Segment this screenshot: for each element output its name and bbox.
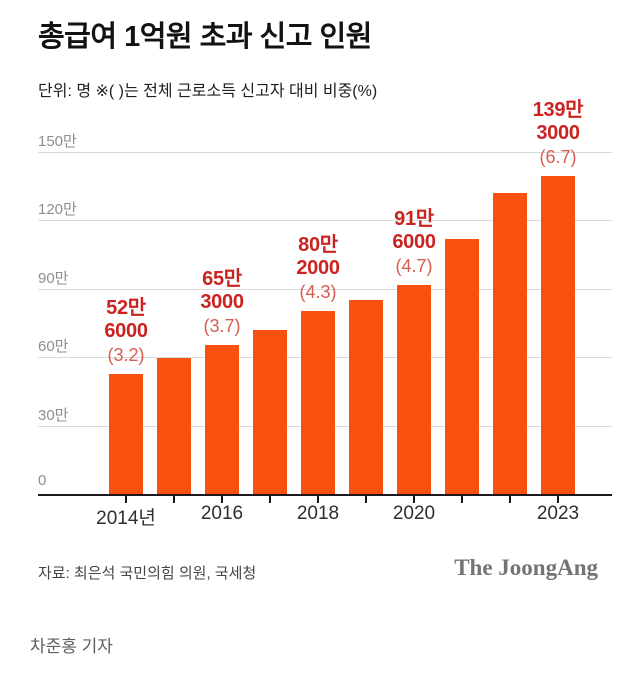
bar-2019: [349, 300, 383, 494]
value-label-2014: 52만 6000 (3.2): [104, 297, 148, 366]
bar-2015: [157, 358, 191, 494]
bar-2022: [493, 193, 527, 494]
joongang-logo: The JoongAng: [454, 555, 598, 580]
value-label-2016: 65만 3000 (3.7): [200, 268, 244, 337]
chart-title: 총급여 1억원 초과 신고 인원: [38, 21, 372, 53]
bar-2021: [445, 238, 479, 494]
x-axis-tick: [269, 496, 271, 503]
y-axis-label: 30만: [38, 406, 69, 424]
x-axis-label: 2020: [392, 503, 436, 524]
x-axis-tick: [173, 496, 175, 503]
y-gridline: [38, 288, 612, 290]
y-axis-label: 0: [38, 472, 47, 489]
y-axis-label: 90만: [38, 269, 69, 287]
reporter-credit: 차준홍 기자: [30, 637, 113, 656]
unit-note: 단위: 명 ※( )는 전체 근로소득 신고자 대비 비중(%): [38, 83, 378, 100]
x-axis-tick: [413, 496, 415, 503]
y-axis-label: 150만: [38, 133, 77, 150]
bar-2023: [541, 176, 575, 494]
x-axis-tick: [509, 496, 511, 503]
value-label-2023: 139만 3000 (6.7): [532, 99, 584, 168]
x-axis-label: 2016: [200, 503, 244, 524]
x-axis-label: 2014년: [96, 508, 156, 529]
y-gridline: [38, 220, 612, 222]
bar-2014: [109, 374, 143, 494]
x-axis-line: [38, 494, 612, 496]
x-axis-tick: [221, 496, 223, 503]
bar-2016: [205, 345, 239, 494]
bar-2017: [253, 329, 287, 494]
bar-2018: [301, 311, 335, 494]
x-axis-label: 2018: [296, 503, 340, 524]
x-axis-tick: [365, 496, 367, 503]
x-axis-tick: [317, 496, 319, 503]
x-axis-tick: [557, 496, 559, 503]
x-axis-label: 2023: [536, 503, 580, 524]
x-axis-tick: [125, 496, 127, 503]
y-axis-label: 60만: [38, 338, 69, 356]
y-axis-label: 120만: [38, 201, 77, 219]
x-axis-tick: [461, 496, 463, 503]
value-label-2018: 80만 2000 (4.3): [296, 234, 340, 303]
value-label-2020: 91만 6000 (4.7): [392, 208, 436, 277]
bar-2020: [397, 285, 431, 494]
y-gridline: [38, 152, 612, 153]
source-text: 자료: 최은석 국민의힘 의원, 국세청: [38, 565, 257, 582]
